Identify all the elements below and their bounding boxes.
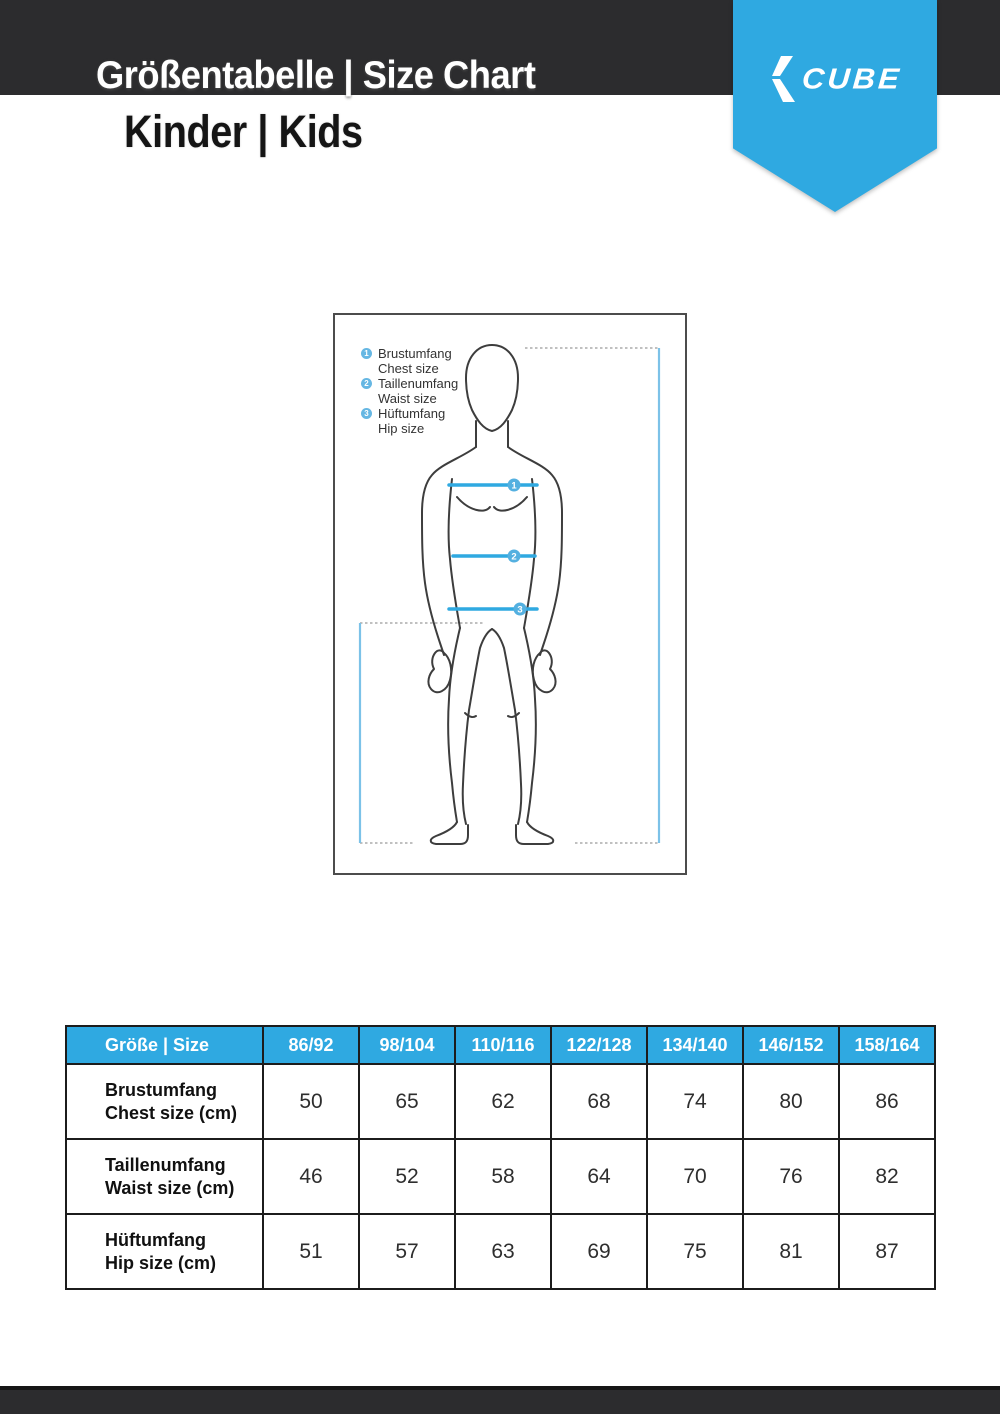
row-label-de: Brustumfang xyxy=(105,1079,217,1100)
legend-number-badge: 1 xyxy=(361,348,372,359)
size-column-header: 110/116 xyxy=(454,1025,552,1065)
ribbon-shape xyxy=(733,0,937,212)
size-value: 68 xyxy=(550,1063,648,1140)
row-label-en: Waist size (cm) xyxy=(105,1177,235,1198)
size-value: 52 xyxy=(358,1138,456,1215)
size-value: 51 xyxy=(262,1213,360,1290)
waist-badge-circle xyxy=(507,549,521,563)
size-column-header: 86/92 xyxy=(262,1025,360,1065)
size-value: 87 xyxy=(838,1213,936,1290)
size-column-header: 122/128 xyxy=(550,1025,648,1065)
legend-item-hip: 3 Hüftumfang Hip size xyxy=(361,406,458,436)
chest-row: Brustumfang Chest size (cm) 50 65 62 68 … xyxy=(65,1063,936,1140)
legend-number-badge: 2 xyxy=(361,378,372,389)
row-label: Brustumfang Chest size (cm) xyxy=(65,1063,264,1140)
legend-label-de: Brustumfang xyxy=(378,346,452,361)
size-table: Größe | Size 86/92 98/104 110/116 122/12… xyxy=(65,1025,936,1290)
hip-badge-number: 3 xyxy=(517,605,522,616)
size-value: 70 xyxy=(646,1138,744,1215)
legend-label-en: Chest size xyxy=(378,361,439,376)
size-label-header: Größe | Size xyxy=(65,1025,264,1065)
size-value: 80 xyxy=(742,1063,840,1140)
dimension-lines xyxy=(360,347,659,844)
size-value: 64 xyxy=(550,1138,648,1215)
waist-row: Taillenumfang Waist size (cm) 46 52 58 6… xyxy=(65,1138,936,1215)
size-value: 50 xyxy=(262,1063,360,1140)
waist-badge-number: 2 xyxy=(511,552,516,563)
size-value: 62 xyxy=(454,1063,552,1140)
size-value: 76 xyxy=(742,1138,840,1215)
page-title: Größentabelle | Size Chart xyxy=(96,54,536,97)
body-figure-illustration: 1 2 3 xyxy=(358,344,661,845)
size-value: 57 xyxy=(358,1213,456,1290)
row-label-en: Chest size (cm) xyxy=(105,1102,238,1123)
row-label-en: Hip size (cm) xyxy=(105,1252,217,1273)
size-value: 65 xyxy=(358,1063,456,1140)
chest-badge-number: 1 xyxy=(511,481,517,492)
chest-badge-circle xyxy=(507,478,521,492)
size-value: 63 xyxy=(454,1213,552,1290)
legend-item-chest: 1 Brustumfang Chest size xyxy=(361,346,458,376)
size-value: 58 xyxy=(454,1138,552,1215)
size-column-header: 158/164 xyxy=(838,1025,936,1065)
legend-label-en: Hip size xyxy=(378,421,425,436)
size-value: 81 xyxy=(742,1213,840,1290)
cube-logo-icon xyxy=(771,56,795,102)
size-value: 69 xyxy=(550,1213,648,1290)
size-value: 46 xyxy=(262,1138,360,1215)
diagram-legend: 1 Brustumfang Chest size 2 Taillenumfang… xyxy=(361,346,458,436)
row-label: Taillenumfang Waist size (cm) xyxy=(65,1138,264,1215)
size-value: 74 xyxy=(646,1063,744,1140)
measure-lines: 1 2 3 xyxy=(447,478,539,616)
size-column-header: 146/152 xyxy=(742,1025,840,1065)
legend-item-waist: 2 Taillenumfang Waist size xyxy=(361,376,458,406)
row-label-de: Taillenumfang xyxy=(105,1154,226,1175)
size-value: 86 xyxy=(838,1063,936,1140)
cube-logo: CUBE xyxy=(733,56,937,102)
size-value: 82 xyxy=(838,1138,936,1215)
legend-label-de: Hüftumfang xyxy=(378,406,446,421)
hip-row: Hüftumfang Hip size (cm) 51 57 63 69 75 … xyxy=(65,1213,936,1290)
size-column-header: 98/104 xyxy=(358,1025,456,1065)
page-subtitle: Kinder | Kids xyxy=(124,106,363,157)
cube-logo-wordmark: CUBE xyxy=(800,62,903,95)
dimension-verticals xyxy=(358,348,661,843)
size-diagram: 1 2 3 1 Brustumfang Chest size 2 Taillen… xyxy=(333,313,687,875)
row-label: Hüftumfang Hip size (cm) xyxy=(65,1213,264,1290)
hip-badge-circle xyxy=(513,602,527,616)
legend-label-de: Taillenumfang xyxy=(378,376,459,391)
size-value: 75 xyxy=(646,1213,744,1290)
brand-ribbon: CUBE xyxy=(733,0,937,212)
table-header-row: Größe | Size 86/92 98/104 110/116 122/12… xyxy=(65,1025,936,1065)
legend-number-badge: 3 xyxy=(361,408,372,419)
legend-label-en: Waist size xyxy=(378,391,437,406)
row-label-de: Hüftumfang xyxy=(105,1229,206,1250)
size-column-header: 134/140 xyxy=(646,1025,744,1065)
footer-bar xyxy=(0,1386,1000,1414)
